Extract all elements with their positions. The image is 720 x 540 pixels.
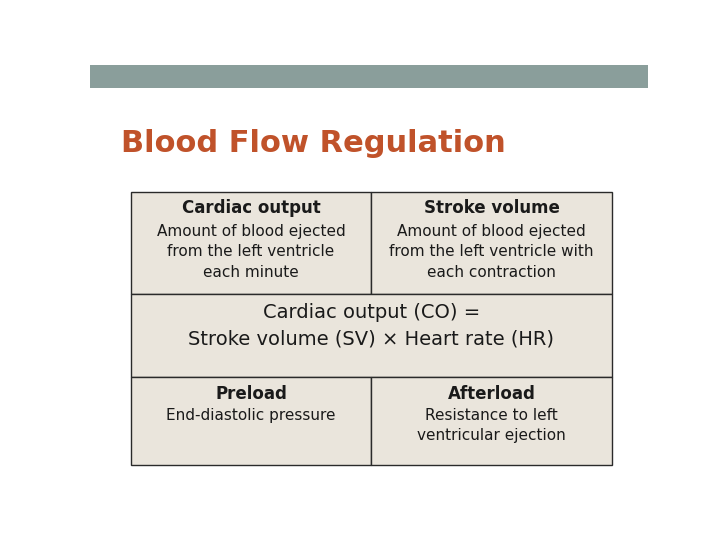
Text: Preload: Preload <box>215 385 287 403</box>
Bar <box>131 377 372 465</box>
Text: Stroke volume: Stroke volume <box>423 199 559 217</box>
Bar <box>90 65 648 87</box>
Bar <box>372 377 612 465</box>
Text: End-diastolic pressure: End-diastolic pressure <box>166 408 336 423</box>
Text: Resistance to left
ventricular ejection: Resistance to left ventricular ejection <box>417 408 566 443</box>
Text: Cardiac output: Cardiac output <box>181 199 320 217</box>
Text: Cardiac output (CO) =
Stroke volume (SV) × Heart rate (HR): Cardiac output (CO) = Stroke volume (SV)… <box>188 302 554 348</box>
Text: Amount of blood ejected
from the left ventricle
each minute: Amount of blood ejected from the left ve… <box>157 224 346 280</box>
Bar <box>372 192 612 294</box>
Text: Amount of blood ejected
from the left ventricle with
each contraction: Amount of blood ejected from the left ve… <box>390 224 594 280</box>
Text: Blood Flow Regulation: Blood Flow Regulation <box>121 129 505 158</box>
Text: Afterload: Afterload <box>448 385 536 403</box>
Bar <box>131 294 612 377</box>
Bar <box>131 192 372 294</box>
